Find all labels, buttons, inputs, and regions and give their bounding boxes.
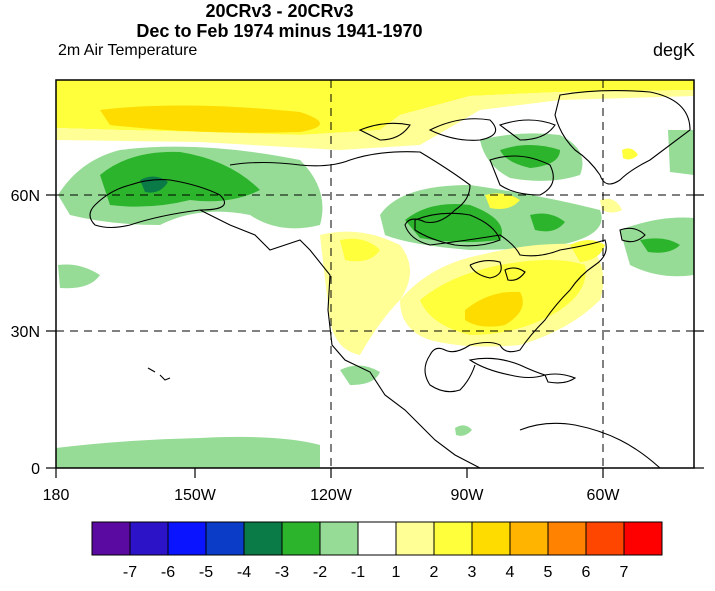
coastline-alaska-north (89, 179, 225, 229)
warm-region-west (320, 231, 410, 355)
cold-region-mexico (340, 365, 380, 385)
colorbar-label: 6 (582, 564, 591, 581)
warm-region-arctic-strong (100, 105, 320, 133)
colorbar-label: -2 (313, 564, 327, 581)
colorbar-label: 7 (620, 564, 629, 581)
cold-region-east (530, 213, 565, 232)
cold-region-caribbean (455, 425, 472, 436)
warm-region-ne-spot (622, 148, 638, 160)
colorbar-swatch (509, 521, 549, 556)
colorbar-swatch (319, 521, 359, 556)
colorbar-swatch (357, 521, 397, 556)
warm-region-arctic-isle (485, 193, 520, 209)
colorbar-swatch (129, 521, 169, 556)
lon-tick-60w: 60W (587, 487, 621, 504)
warm-region-northeast (570, 240, 605, 262)
colorbar-label: -4 (237, 564, 251, 581)
coastline-arctic (229, 151, 607, 393)
coastline-islands-3 (498, 119, 556, 141)
lat-tick-0: 0 (31, 461, 40, 478)
coastlines (89, 90, 691, 468)
colorbar-swatch (585, 521, 625, 556)
coastline-hawaii (147, 367, 171, 381)
colorbar: -7 -6 -5 -4 -3 -2 -1 1 2 3 4 5 6 7 (91, 521, 663, 581)
colorbar-swatch (547, 521, 587, 556)
colorbar-label: -6 (161, 564, 175, 581)
graticule (56, 80, 694, 468)
coastline-newfoundland (619, 227, 646, 243)
colorbar-swatch (205, 521, 245, 556)
colorbar-label: -1 (351, 564, 365, 581)
warm-region-east-strong (465, 291, 523, 327)
colorbar-swatch (91, 521, 131, 556)
coastline-alaska-west (199, 209, 481, 468)
colorbar-label: 1 (392, 564, 401, 581)
colorbar-swatch (281, 521, 321, 556)
warm-region-arctic-pale (56, 90, 694, 150)
cold-region-alaska-core (100, 151, 260, 207)
colorbar-swatch (623, 521, 663, 556)
units-label: degK (652, 40, 695, 60)
coastline-cuba (468, 357, 547, 379)
variable-label: 2m Air Temperature (58, 42, 198, 59)
warm-region-west-core (340, 238, 380, 262)
lon-tick-150w: 150W (174, 487, 217, 504)
coastline-great-lakes (469, 259, 526, 281)
colorbar-swatch (433, 521, 473, 556)
lat-tick-30n: 30N (11, 324, 40, 341)
cold-region-atlantic-core (640, 238, 680, 253)
warm-region-small (600, 198, 622, 213)
title-line-2: Dec to Feb 1974 minus 1941-1970 (136, 21, 423, 41)
coastline-hudson (414, 212, 501, 247)
colorbar-swatch (243, 521, 283, 556)
colorbar-label: 3 (468, 564, 477, 581)
plot-frame (55, 79, 695, 469)
cold-region-tropical-pacific (56, 436, 320, 468)
cold-region-pacific-west (58, 264, 100, 289)
lon-tick-180: 180 (43, 487, 70, 504)
title-line-1: 20CRv3 - 20CRv3 (205, 1, 354, 21)
colorbar-label: 2 (430, 564, 439, 581)
colorbar-swatch (471, 521, 511, 556)
cold-region-hudson-core (405, 204, 502, 243)
lon-tick-120w: 120W (310, 487, 353, 504)
lat-tick-60n: 60N (11, 188, 40, 205)
colorbar-label: 4 (506, 564, 515, 581)
colorbar-label: -5 (199, 564, 213, 581)
colorbar-swatch (395, 521, 435, 556)
coastline-hispaniola (544, 373, 577, 384)
axis-ticks (46, 194, 704, 478)
anomaly-fill-layer (56, 80, 694, 468)
colorbar-label: -7 (123, 564, 137, 581)
coastline-greenland (554, 90, 691, 185)
colorbar-label: -3 (275, 564, 289, 581)
colorbar-label: 5 (544, 564, 553, 581)
coastline-baffin (489, 155, 554, 196)
coastline-south-america (519, 422, 661, 468)
lon-tick-90w: 90W (451, 487, 485, 504)
coastline-islands-2 (428, 118, 497, 141)
coastline-islands-1 (358, 122, 411, 141)
colorbar-swatch (167, 521, 207, 556)
